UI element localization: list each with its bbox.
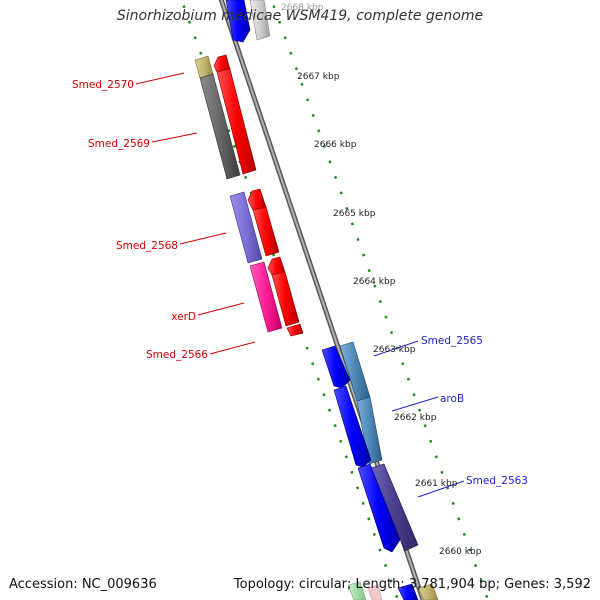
callout-line (197, 302, 245, 316)
forward-strand-features (321, 341, 419, 553)
tick-label-2665: 2665 kbp (333, 209, 376, 219)
label-callouts (135, 72, 465, 498)
gene-label-smed-2568[interactable]: Smed_2568 (116, 240, 178, 252)
partial-gene-bottom-blue (397, 583, 419, 600)
tick-label-2660: 2660 kbp (439, 547, 482, 557)
gene-smed-2568-bar[interactable] (229, 191, 263, 264)
arrow-segment (247, 188, 267, 211)
gene-xerd-bar[interactable] (249, 261, 283, 333)
arrow-segment (252, 206, 280, 257)
tick-label-2668: 2668 kbp (281, 3, 324, 13)
gene-label-smed-2563[interactable]: Smed_2563 (466, 475, 528, 487)
partial-features (225, 0, 439, 600)
gene-smed-2563-arrow[interactable] (357, 463, 401, 553)
tick-label-2667: 2667 kbp (297, 72, 340, 82)
partial-gene-bottom-pink (367, 584, 383, 600)
gene-smed-2565-arrow[interactable] (321, 345, 351, 389)
tick-labels: 2660 kbp 2661 kbp 2662 kbp 2663 kbp 2664… (281, 3, 482, 557)
tick-label-2662: 2662 kbp (394, 413, 437, 423)
genome-title: Sinorhizobium medicae WSM419, complete g… (116, 8, 484, 24)
gene-label-smed-2569[interactable]: Smed_2569 (88, 138, 150, 150)
tick-label-2661: 2661 kbp (415, 479, 458, 489)
callout-line (179, 232, 227, 245)
gene-label-smed-2565[interactable]: Smed_2565 (421, 335, 483, 347)
callout-line (209, 341, 256, 355)
callout-line (373, 340, 419, 357)
arrow-segment (213, 54, 231, 73)
arrow-segment (286, 323, 304, 337)
gene-label-xerd[interactable]: xerD (171, 311, 196, 323)
gene-smed-2569-bar[interactable] (199, 73, 241, 180)
tick-label-2663: 2663 kbp (373, 345, 416, 355)
gene-labels: Smed_2570 Smed_2569 Smed_2568 xerD Smed_… (72, 79, 528, 487)
callout-line (417, 480, 465, 498)
gene-label-smed-2566[interactable]: Smed_2566 (146, 349, 208, 361)
gene-label-smed-2570[interactable]: Smed_2570 (72, 79, 134, 91)
callout-line (391, 396, 439, 412)
tick-label-2666: 2666 kbp (314, 140, 357, 150)
partial-gene-top-silver (249, 0, 271, 41)
reverse-strand-arrows (213, 54, 304, 337)
gene-arob-arrow[interactable] (333, 385, 372, 468)
reverse-strand-features (194, 55, 283, 333)
partial-gene-top-blue (225, 0, 251, 43)
callout-line (135, 72, 185, 85)
arrow-segment (267, 256, 286, 276)
arrow-segment (216, 68, 257, 175)
topology-summary: Topology: circular; Length: 3,781,904 bp… (233, 577, 591, 592)
gene-label-arob[interactable]: aroB (440, 393, 464, 405)
partial-gene-bottom-green (347, 581, 367, 600)
partial-gene-bottom-khaki (417, 583, 439, 600)
tick-label-2664: 2664 kbp (353, 277, 396, 287)
accession-text: Accession: NC_009636 (9, 577, 157, 592)
arrow-segment (271, 271, 300, 327)
callout-line (151, 132, 198, 143)
